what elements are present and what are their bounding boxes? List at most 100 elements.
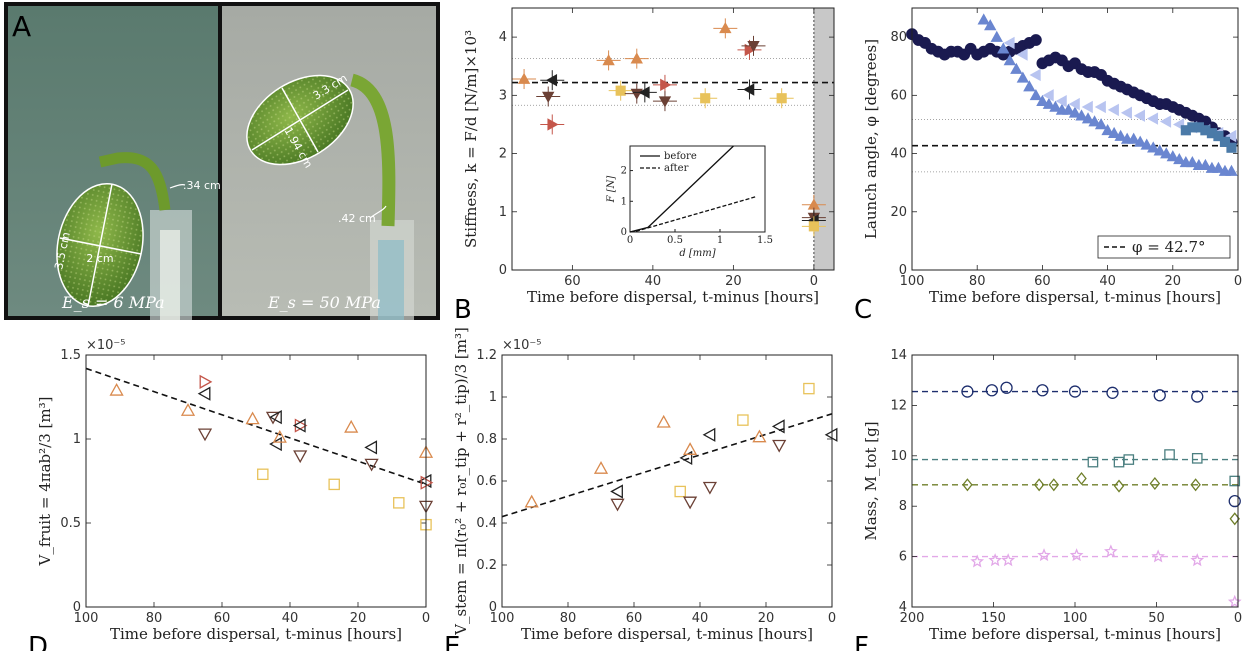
data-point xyxy=(962,478,973,492)
data-point xyxy=(1036,94,1049,106)
data-point xyxy=(990,30,1003,42)
y-tick-label: 80 xyxy=(890,30,907,45)
data-point xyxy=(1001,553,1016,567)
x-tick-label: 60 xyxy=(564,274,581,289)
panel-letter: E xyxy=(444,632,460,651)
data-point xyxy=(1120,106,1132,119)
data-point xyxy=(1094,118,1108,130)
axes-frame xyxy=(501,354,833,608)
data-point xyxy=(199,374,213,389)
data-point xyxy=(1153,389,1166,402)
x-tick-label: 60 xyxy=(626,611,643,626)
panel-letter: F xyxy=(854,632,869,651)
left-fruit-outline xyxy=(56,182,144,308)
x-tick-label: 0 xyxy=(810,274,818,289)
y-tick-label: 1 xyxy=(73,432,81,447)
panel-letter: B xyxy=(454,295,472,325)
data-point xyxy=(1190,553,1205,567)
data-point xyxy=(977,13,990,25)
y-tick-label: 0.5 xyxy=(60,516,81,531)
data-point xyxy=(364,440,378,455)
data-point xyxy=(970,554,985,568)
data-point xyxy=(1029,68,1041,82)
y-tick-label: 0 xyxy=(499,263,507,278)
data-point xyxy=(180,403,196,416)
data-point xyxy=(1068,385,1082,398)
data-point xyxy=(292,418,306,433)
data-point xyxy=(1048,478,1060,492)
y-tick-label: 8 xyxy=(899,499,907,514)
data-point xyxy=(1062,103,1075,115)
data-point xyxy=(658,96,672,108)
data-point xyxy=(1191,452,1203,464)
y-tick-label: 4 xyxy=(499,30,507,45)
x-tick-label: 0 xyxy=(422,611,430,626)
y-tick-label: 0 xyxy=(489,600,497,615)
data-point xyxy=(682,442,698,455)
y-axis-label: Stiffness, k = F/d [N/m]×10³ xyxy=(462,30,480,248)
x-tick-label: 80 xyxy=(969,274,986,289)
data-point xyxy=(824,427,838,442)
data-point xyxy=(1106,386,1119,399)
y-tick-label: 4 xyxy=(899,600,907,615)
data-point xyxy=(702,481,718,495)
data-point xyxy=(1199,158,1212,171)
y-tick-label: 14 xyxy=(890,348,907,363)
data-point xyxy=(1049,100,1062,112)
x-axis-label: Time before dispersal, t-minus [hours] xyxy=(929,625,1221,643)
right-modulus: E_s = 50 MPa xyxy=(267,293,381,312)
x-axis-label: Time before dispersal, t-minus [hours] xyxy=(110,625,402,643)
y-exponent: ×10⁻⁵ xyxy=(502,338,542,353)
data-point xyxy=(1101,123,1114,136)
legend-box xyxy=(1097,235,1231,259)
y-tick-label: 60 xyxy=(890,88,907,103)
data-point xyxy=(1076,471,1087,486)
y-axis-label: Launch angle, φ [degrees] xyxy=(862,39,880,239)
x-tick-label: 200 xyxy=(900,611,925,626)
data-point xyxy=(547,118,559,131)
y-tick-label: 1 xyxy=(499,205,507,220)
y-tick-label: 0.8 xyxy=(476,432,497,447)
data-point xyxy=(393,497,405,509)
data-point xyxy=(109,382,124,396)
data-point xyxy=(272,429,287,443)
left-length-line xyxy=(87,183,113,307)
plot-area xyxy=(86,355,426,607)
data-point xyxy=(1149,476,1161,491)
data-point xyxy=(1113,479,1125,493)
inset-x-label: d [mm] xyxy=(679,248,715,259)
plot-area xyxy=(502,355,832,607)
data-point xyxy=(961,385,974,398)
x-tick-label: 40 xyxy=(645,274,662,289)
inset-legend-label: before xyxy=(664,151,697,162)
data-point xyxy=(752,429,767,443)
left-stem xyxy=(98,152,171,211)
data-point xyxy=(744,43,756,57)
left-stem-pointer xyxy=(169,184,186,189)
data-point xyxy=(615,85,626,96)
data-point xyxy=(1134,135,1147,147)
right-width-line xyxy=(281,87,319,153)
data-point xyxy=(265,411,281,425)
data-point xyxy=(719,22,732,34)
inset-y-tick-label: 2 xyxy=(621,166,627,177)
y-exponent: ×10⁻⁵ xyxy=(86,338,126,353)
x-tick-label: 50 xyxy=(1148,611,1165,626)
data-point xyxy=(610,484,623,499)
inset-x-tick-label: 0 xyxy=(627,235,633,246)
left-specimen: 2 cm 3.5 cm .34 cm E_s = 6 MPa xyxy=(52,152,221,320)
data-point xyxy=(364,458,379,472)
x-tick-label: 0 xyxy=(1234,274,1242,289)
data-point xyxy=(1088,115,1101,127)
x-tick-label: 80 xyxy=(560,611,577,626)
axes-frame xyxy=(911,7,1239,271)
data-point xyxy=(1147,141,1160,153)
right-tube xyxy=(378,240,404,320)
x-axis-label: Time before dispersal, t-minus [hours] xyxy=(929,288,1221,306)
y-tick-label: 3 xyxy=(499,88,507,103)
data-point xyxy=(1068,97,1080,111)
data-point xyxy=(1225,164,1238,176)
